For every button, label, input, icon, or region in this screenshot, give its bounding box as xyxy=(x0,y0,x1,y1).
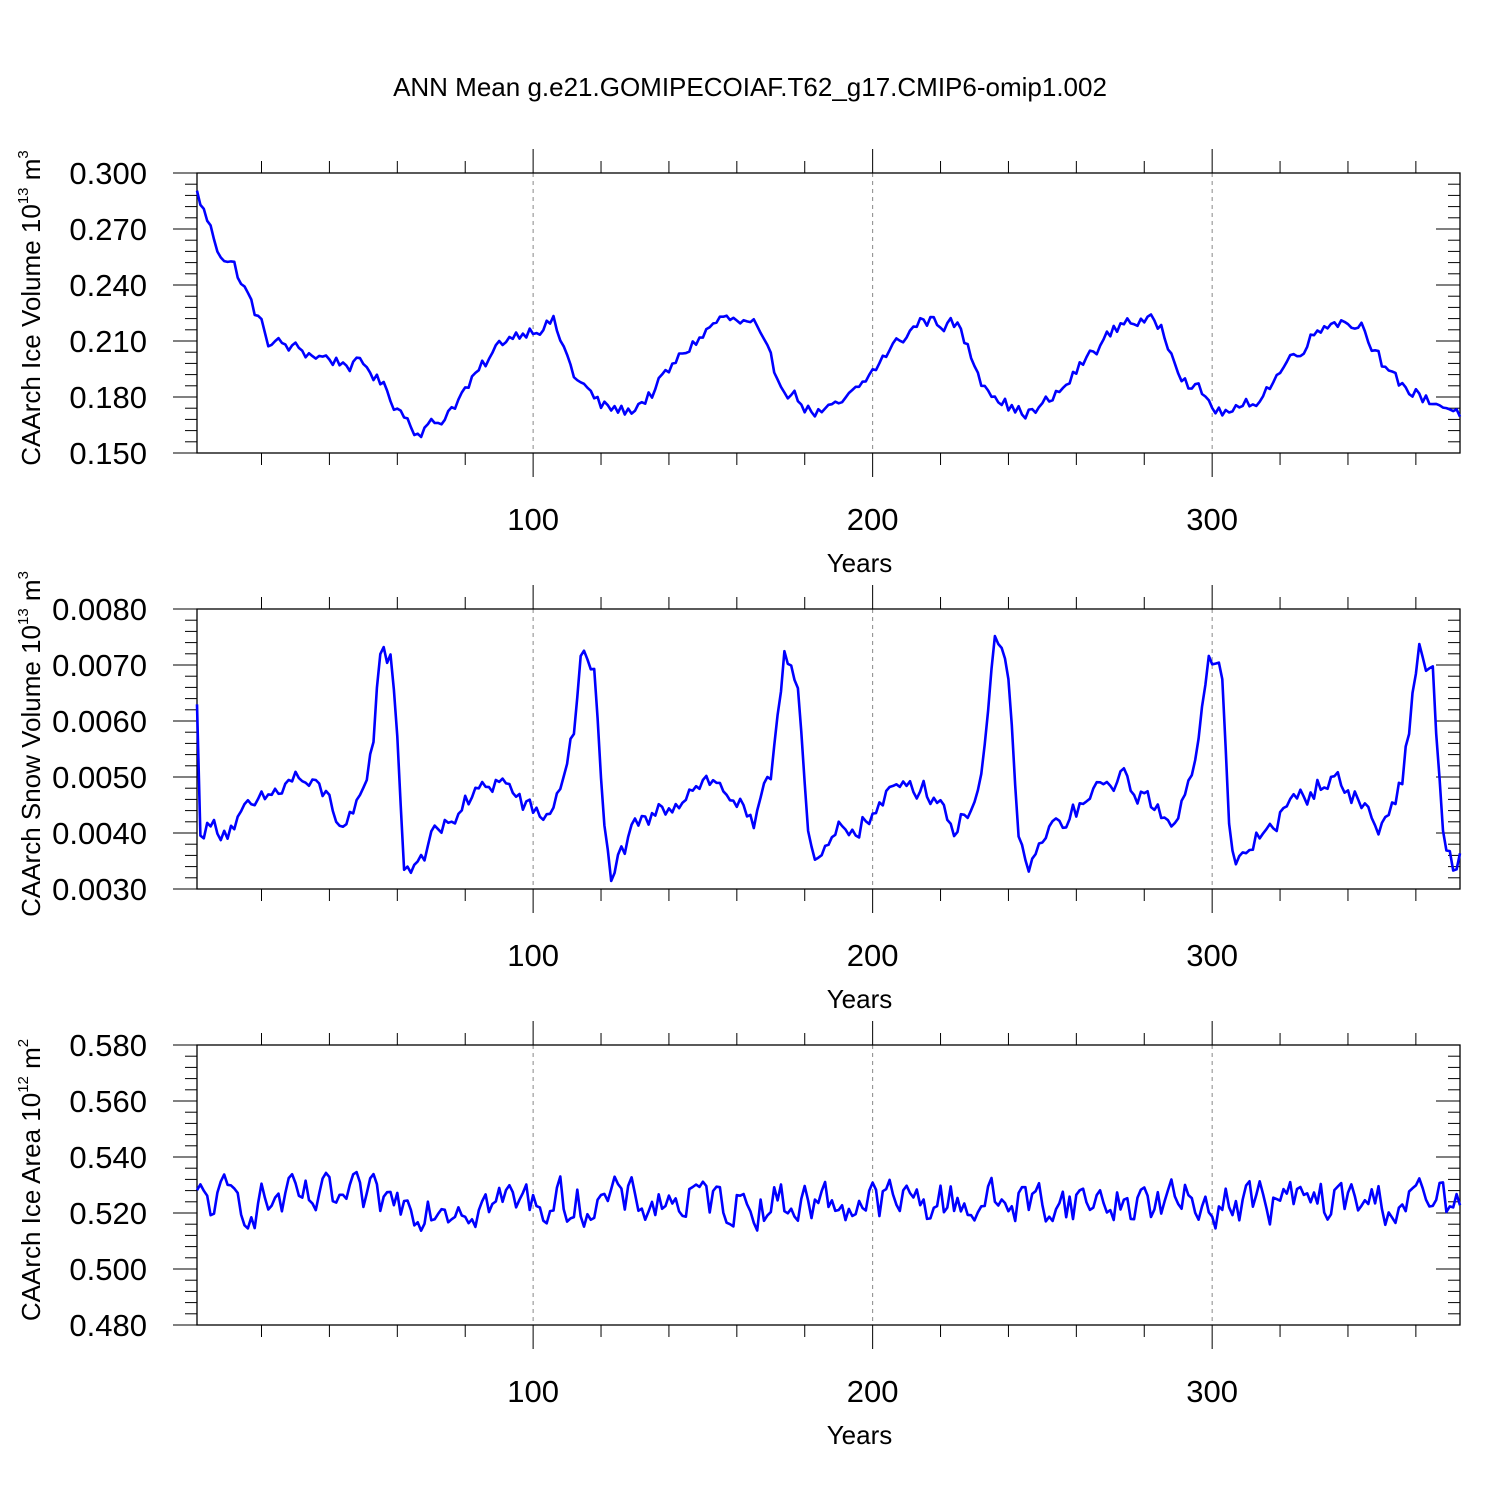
y-tick-label: 0.210 xyxy=(69,324,147,359)
snow-volume-panel: 100 200 300 Years 0.0030 0.0040 0.0050 0.0060 0.… xyxy=(15,571,1462,1014)
x-tick-label: 200 xyxy=(847,502,899,537)
y-tick-label: 0.500 xyxy=(69,1252,147,1287)
y-tick-label: 0.0080 xyxy=(52,592,147,627)
series-line xyxy=(195,1170,1462,1232)
y-tick-label: 0.0060 xyxy=(52,704,147,739)
y-tick-label: 0.560 xyxy=(69,1084,147,1119)
x-axis-title: Years xyxy=(827,1420,893,1450)
x-tick-label: 100 xyxy=(507,938,559,973)
x-tick-label: 300 xyxy=(1186,1374,1238,1409)
y-tick-label: 0.270 xyxy=(69,212,147,247)
x-axis-title: Years xyxy=(827,984,893,1014)
y-tick-label: 0.180 xyxy=(69,380,147,415)
y-tick-label: 0.540 xyxy=(69,1140,147,1175)
y-tick-label: 0.240 xyxy=(69,268,147,303)
y-tick-label: 0.0070 xyxy=(52,648,147,683)
y-tick-label: 0.0050 xyxy=(52,760,147,795)
ice-area-panel: 100 200 300 Years 0.480 0.500 0.520 0.540 0.560 0… xyxy=(15,1021,1462,1450)
y-tick-label: 0.480 xyxy=(69,1308,147,1343)
x-tick-label: 200 xyxy=(847,938,899,973)
series-line xyxy=(195,190,1462,439)
y-tick-label: 0.0040 xyxy=(52,816,147,851)
y-tick-label: 0.580 xyxy=(69,1028,147,1063)
x-tick-label: 100 xyxy=(507,502,559,537)
chart-title: ANN Mean g.e21.GOMIPECOIAF.T62_g17.CMIP6… xyxy=(393,72,1107,102)
x-axis-title: Years xyxy=(827,548,893,578)
ice-volume-panel: 100 200 300 Years 0.150 0.180 0.210 0.240 0.270 0… xyxy=(15,149,1462,578)
x-tick-label: 300 xyxy=(1186,938,1238,973)
y-axis-title: CAArch Snow Volume 1013 m3 xyxy=(15,571,46,917)
y-tick-label: 0.520 xyxy=(69,1196,147,1231)
y-axis-title: CAArch Ice Area 1012 m2 xyxy=(15,1039,46,1321)
y-axis-title: CAArch Ice Volume 1013 m3 xyxy=(15,150,46,466)
y-tick-label: 0.0030 xyxy=(52,872,147,907)
plot-frame xyxy=(196,608,1461,890)
plot-frame xyxy=(196,1044,1461,1326)
plot-frame xyxy=(196,172,1461,454)
x-tick-label: 300 xyxy=(1186,502,1238,537)
series-line xyxy=(195,634,1462,883)
x-tick-label: 200 xyxy=(847,1374,899,1409)
x-tick-label: 100 xyxy=(507,1374,559,1409)
y-tick-label: 0.150 xyxy=(69,436,147,471)
y-tick-label: 0.300 xyxy=(69,156,147,191)
